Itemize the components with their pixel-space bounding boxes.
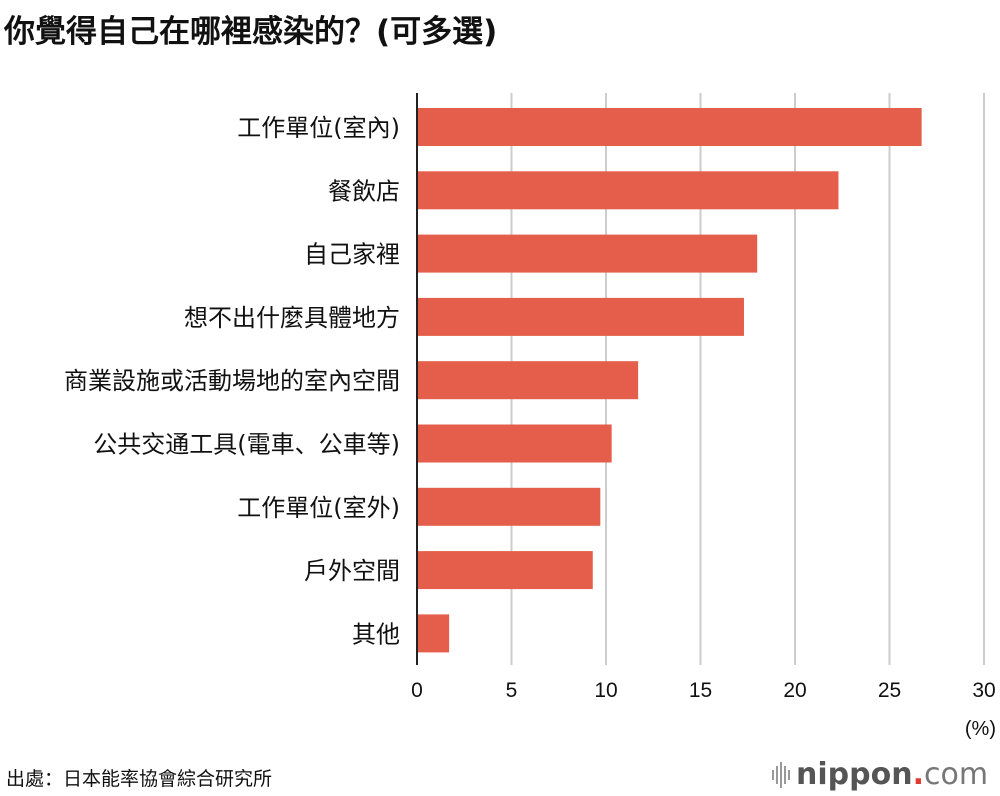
x-tick-label: 25 <box>878 679 901 702</box>
x-tick-label: 5 <box>506 679 518 702</box>
category-label: 公共交通工具(電車、公車等) <box>93 431 400 459</box>
logo-bars-icon <box>772 761 790 788</box>
x-tick-label: 30 <box>972 679 995 702</box>
category-label: 想不出什麼具體地方 <box>184 304 400 332</box>
bar-0 <box>417 108 922 146</box>
bar-4 <box>417 361 639 400</box>
bar-1 <box>417 171 839 210</box>
x-tick-label: 20 <box>783 679 806 702</box>
logo-dot: . <box>912 757 924 792</box>
source-note: 出處：日本能率協會綜合研究所 <box>6 768 273 790</box>
x-axis-unit: (%) <box>965 718 996 740</box>
x-tick-label: 15 <box>689 679 712 702</box>
category-label: 自己家裡 <box>304 241 400 269</box>
category-label: 工作單位(室內) <box>237 114 400 142</box>
chart-title: 你覺得自己在哪裡感染的？(可多選) <box>4 14 498 50</box>
bar-3 <box>417 297 744 336</box>
category-label: 餐飲店 <box>328 177 400 205</box>
bar-5 <box>417 424 612 463</box>
logo-tld: com <box>923 757 989 792</box>
category-label: 商業設施或活動場地的室內空間 <box>64 367 400 395</box>
logo-name: nippon <box>796 757 913 792</box>
category-label: 戶外空間 <box>304 557 400 585</box>
nippon-logo: nippon.com <box>772 757 988 792</box>
category-label: 其他 <box>352 620 400 648</box>
x-tick-label: 10 <box>594 679 617 702</box>
x-tick-label: 0 <box>411 679 423 702</box>
bar-6 <box>417 487 601 526</box>
bar-7 <box>417 551 593 590</box>
bar-2 <box>417 234 758 273</box>
category-label: 工作單位(室外) <box>237 494 400 522</box>
bar-8 <box>417 614 450 653</box>
